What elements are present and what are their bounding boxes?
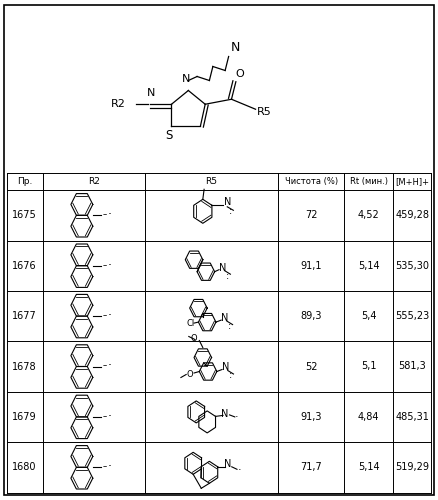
Text: ·: ·	[107, 410, 111, 423]
Text: 5,1: 5,1	[361, 362, 377, 372]
Text: 1676: 1676	[12, 260, 37, 270]
Text: 1677: 1677	[12, 311, 37, 321]
Text: N: N	[231, 41, 240, 54]
Text: N: N	[222, 362, 229, 372]
Text: 91,3: 91,3	[300, 412, 322, 422]
Text: 5,4: 5,4	[361, 311, 377, 321]
Text: –: –	[102, 260, 107, 270]
Text: N: N	[182, 74, 191, 85]
Text: Rt (мин.): Rt (мин.)	[350, 177, 388, 186]
Text: N: N	[224, 460, 231, 469]
Text: R2: R2	[88, 177, 99, 186]
Text: –: –	[102, 412, 107, 421]
Text: ·: ·	[107, 258, 111, 272]
Text: Пр.: Пр.	[17, 177, 32, 186]
Text: O: O	[186, 370, 193, 379]
Text: Чистота (%): Чистота (%)	[285, 177, 338, 186]
Text: 555,23: 555,23	[395, 311, 429, 321]
Text: 519,29: 519,29	[396, 462, 429, 472]
Text: N: N	[223, 198, 231, 207]
Text: ·: ·	[107, 360, 111, 372]
Text: –: –	[102, 462, 107, 471]
Text: 4,84: 4,84	[358, 412, 379, 422]
Text: 1680: 1680	[12, 462, 37, 472]
Text: 72: 72	[305, 210, 318, 220]
Text: ·: ·	[237, 465, 241, 475]
Text: N: N	[219, 262, 226, 272]
Text: [M+H]+: [M+H]+	[396, 177, 429, 186]
Text: 535,30: 535,30	[396, 260, 429, 270]
Text: 71,7: 71,7	[300, 462, 322, 472]
Text: 52: 52	[305, 362, 318, 372]
Text: 581,3: 581,3	[399, 362, 426, 372]
Text: –: –	[102, 362, 107, 370]
Text: 89,3: 89,3	[300, 311, 322, 321]
Text: :: :	[229, 370, 233, 380]
Text: –: –	[102, 210, 107, 220]
Text: ·: ·	[107, 460, 111, 473]
Text: O: O	[236, 68, 244, 78]
Text: :: :	[229, 206, 233, 216]
Text: 1675: 1675	[12, 210, 37, 220]
Text: ·: ·	[107, 208, 111, 222]
Text: 91,1: 91,1	[300, 260, 322, 270]
Text: R5: R5	[205, 177, 218, 186]
Text: 459,28: 459,28	[396, 210, 429, 220]
Text: 1679: 1679	[12, 412, 37, 422]
Text: Cl: Cl	[187, 319, 194, 328]
Text: 5,14: 5,14	[358, 462, 380, 472]
Text: R5: R5	[257, 107, 272, 117]
Text: ·: ·	[235, 412, 239, 422]
Text: S: S	[166, 128, 173, 142]
Text: 485,31: 485,31	[396, 412, 429, 422]
Text: –: –	[102, 311, 107, 320]
Text: :: :	[228, 321, 232, 331]
Text: N: N	[222, 409, 229, 419]
Text: 5,14: 5,14	[358, 260, 380, 270]
Text: N: N	[221, 313, 228, 323]
Text: ·: ·	[107, 309, 111, 322]
Text: :: :	[226, 270, 230, 280]
Text: R2: R2	[111, 99, 126, 110]
Text: 1678: 1678	[12, 362, 37, 372]
Text: 4,52: 4,52	[358, 210, 380, 220]
Text: O: O	[191, 334, 198, 343]
Text: N: N	[147, 88, 155, 98]
